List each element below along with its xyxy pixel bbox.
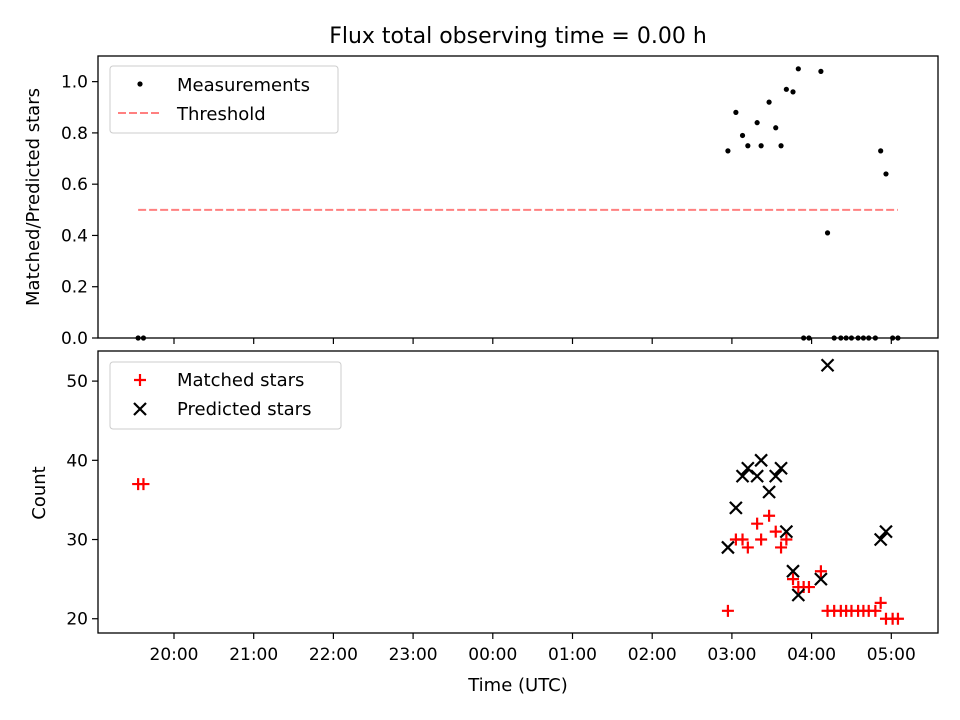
measurement-point [790, 89, 796, 95]
top-y-tick-label: 0.0 [61, 329, 88, 349]
x-tick-label: 00:00 [468, 645, 517, 665]
predicted-stars-series [721, 358, 893, 602]
measurement-point [783, 86, 789, 92]
matched-stars-point [736, 533, 749, 546]
x-tick-label: 05:00 [867, 645, 916, 665]
predicted-stars-point [762, 485, 776, 499]
measurement-point [795, 66, 801, 72]
top-y-tick-label: 1.0 [61, 73, 88, 93]
x-tick-label: 23:00 [389, 645, 438, 665]
predicted-stars-point [768, 469, 783, 483]
predicted-stars-point [750, 469, 764, 483]
matched-stars-point [814, 565, 827, 578]
predicted-stars-legend-marker [133, 402, 147, 416]
chart-title: Flux total observing time = 0.00 h [329, 24, 707, 49]
measurement-point [739, 132, 746, 139]
measurements-legend-label: Measurements [177, 75, 310, 96]
matched-stars-point [755, 533, 768, 546]
bottom-y-tick-label: 20 [66, 610, 88, 630]
x-tick-label: 21:00 [229, 645, 278, 665]
measurement-point [818, 68, 824, 74]
measurement-point [733, 109, 739, 115]
x-tick-label: 04:00 [787, 645, 836, 665]
top-y-ticks: 0.0 0.2 0.4 0.6 0.8 1.0 [61, 73, 98, 349]
predicted-stars-point [774, 461, 788, 476]
matched-stars-point [787, 573, 800, 586]
matched-stars-point [763, 509, 776, 522]
bottom-y-tick-label: 40 [66, 451, 88, 471]
bottom-x-ticks: 20:00 21:00 22:00 23:00 00:00 01:00 02:00 03:00… [150, 633, 916, 665]
top-panel: 0.0 0.2 0.4 0.6 0.8 1.0 Matched/Predicted sta… [23, 55, 939, 349]
x-tick-label: 22:00 [309, 645, 358, 665]
top-y-tick-label: 0.4 [61, 226, 88, 246]
measurement-point [773, 125, 779, 131]
top-axes-frame [97, 55, 939, 339]
measurements-legend-marker [137, 81, 143, 87]
bottom-legend-frame [109, 361, 342, 430]
matched-stars-point [751, 517, 764, 530]
top-y-tick-label: 0.8 [61, 124, 88, 144]
matched-stars-point [769, 525, 782, 538]
bottom-plot-area: 20 30 40 50 20:00 21:00 22:00 23:00 00:00 01:00 02… [66, 358, 916, 665]
matched-stars-point [741, 541, 754, 554]
matched-stars-point [869, 604, 882, 617]
predicted-stars-point [873, 532, 888, 547]
measurement-point [758, 143, 764, 149]
matched-stars-point [874, 596, 887, 609]
matched-stars-point [780, 533, 793, 546]
measurement-point [745, 143, 751, 149]
predicted-stars-point [754, 453, 768, 468]
bottom-legend: Matched stars Predicted stars [109, 361, 342, 430]
predicted-stars-point [879, 524, 893, 539]
x-tick-label: 03:00 [707, 645, 756, 665]
measurement-point [778, 143, 784, 149]
measurement-point [824, 230, 831, 236]
matched-stars-legend-label: Matched stars [177, 370, 304, 391]
x-tick-label: 20:00 [150, 645, 199, 665]
top-legend-frame [109, 65, 339, 134]
bottom-y-ticks: 20 30 40 50 [66, 372, 98, 630]
bottom-y-tick-label: 30 [66, 531, 88, 551]
matched-stars-point [891, 612, 904, 625]
measurement-point [754, 120, 760, 126]
measurement-point [883, 171, 889, 177]
predicted-stars-point [820, 358, 835, 373]
predicted-stars-point [721, 540, 735, 555]
bottom-axes-frame [97, 350, 939, 634]
top-y-axis-label: Matched/Predicted stars [23, 88, 44, 306]
predicted-stars-point [791, 588, 806, 602]
threshold-legend-label: Threshold [176, 104, 266, 125]
predicted-stars-point [735, 469, 750, 483]
matched-stars-legend-marker [134, 374, 146, 386]
matched-stars-point [721, 604, 734, 617]
predicted-stars-legend-label: Predicted stars [177, 399, 311, 420]
predicted-stars-point [729, 501, 743, 515]
bottom-panel: 20 30 40 50 20:00 21:00 22:00 23:00 00:00 01:00 02… [29, 350, 939, 696]
matched-stars-point [137, 478, 150, 491]
x-tick-label: 02:00 [628, 645, 677, 665]
predicted-stars-point [779, 524, 794, 539]
x-tick-label: 01:00 [548, 645, 597, 665]
top-legend: Measurements Threshold [109, 65, 339, 134]
matched-stars-point [802, 581, 815, 594]
predicted-stars-point [786, 564, 800, 578]
top-y-tick-label: 0.2 [61, 278, 88, 298]
bottom-y-axis-label: Count [29, 466, 50, 519]
measurement-point [766, 99, 772, 105]
top-x-ticks [173, 338, 892, 344]
measurement-point [725, 148, 731, 154]
bottom-y-tick-label: 50 [66, 372, 88, 392]
top-y-tick-label: 0.6 [61, 175, 88, 195]
matched-stars-series [132, 478, 904, 625]
bottom-x-axis-label: Time (UTC) [467, 675, 568, 696]
predicted-stars-point [814, 572, 828, 586]
measurement-point [878, 148, 884, 154]
matched-stars-point [775, 541, 788, 554]
